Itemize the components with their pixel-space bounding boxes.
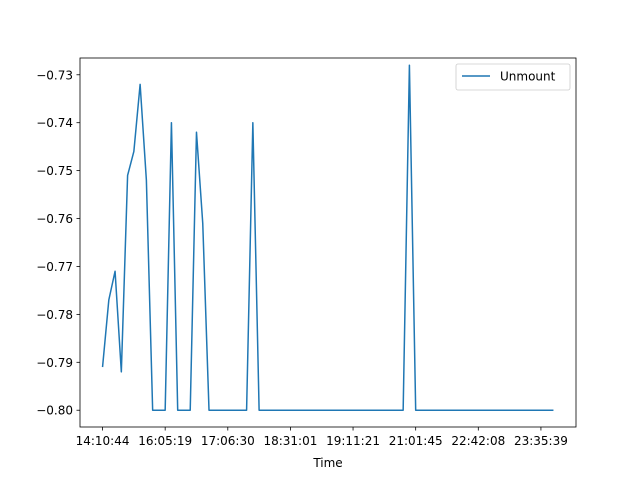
legend-label-unmount: Unmount bbox=[500, 70, 556, 84]
x-tick-label: 23:35:39 bbox=[514, 434, 568, 448]
legend-box bbox=[455, 63, 571, 91]
y-tick-label: −0.74 bbox=[36, 116, 73, 130]
y-tick-label: −0.77 bbox=[36, 260, 73, 274]
axes-frame bbox=[79, 57, 577, 428]
y-tick-label: −0.75 bbox=[36, 164, 73, 178]
y-tick-label: −0.78 bbox=[36, 308, 73, 322]
series-line-unmount bbox=[101, 64, 554, 411]
y-tick-label: −0.80 bbox=[36, 404, 73, 418]
x-tick-label: 16:05:19 bbox=[138, 434, 192, 448]
y-tick-label: −0.79 bbox=[36, 356, 73, 370]
x-axis: 14:10:44 16:05:19 17:06:30 18:31:01 19:11:21… bbox=[76, 427, 568, 448]
x-tick-label: 22:42:08 bbox=[451, 434, 505, 448]
x-tick-label: 19:11:21 bbox=[326, 434, 380, 448]
y-tick-label: −0.76 bbox=[36, 212, 73, 226]
x-tick-label: 14:10:44 bbox=[76, 434, 130, 448]
y-tick-label: −0.73 bbox=[36, 68, 73, 82]
x-tick-label: 18:31:01 bbox=[263, 434, 317, 448]
plot-area bbox=[101, 64, 554, 411]
x-tick-label: 21:01:45 bbox=[389, 434, 443, 448]
y-axis: −0.80 −0.79 −0.78 −0.77 −0.76 −0.75 −0.74 −0.73 bbox=[36, 68, 80, 418]
legend: Unmount bbox=[455, 63, 571, 91]
x-tick-label: 17:06:30 bbox=[201, 434, 255, 448]
x-axis-label: Time bbox=[312, 456, 342, 470]
